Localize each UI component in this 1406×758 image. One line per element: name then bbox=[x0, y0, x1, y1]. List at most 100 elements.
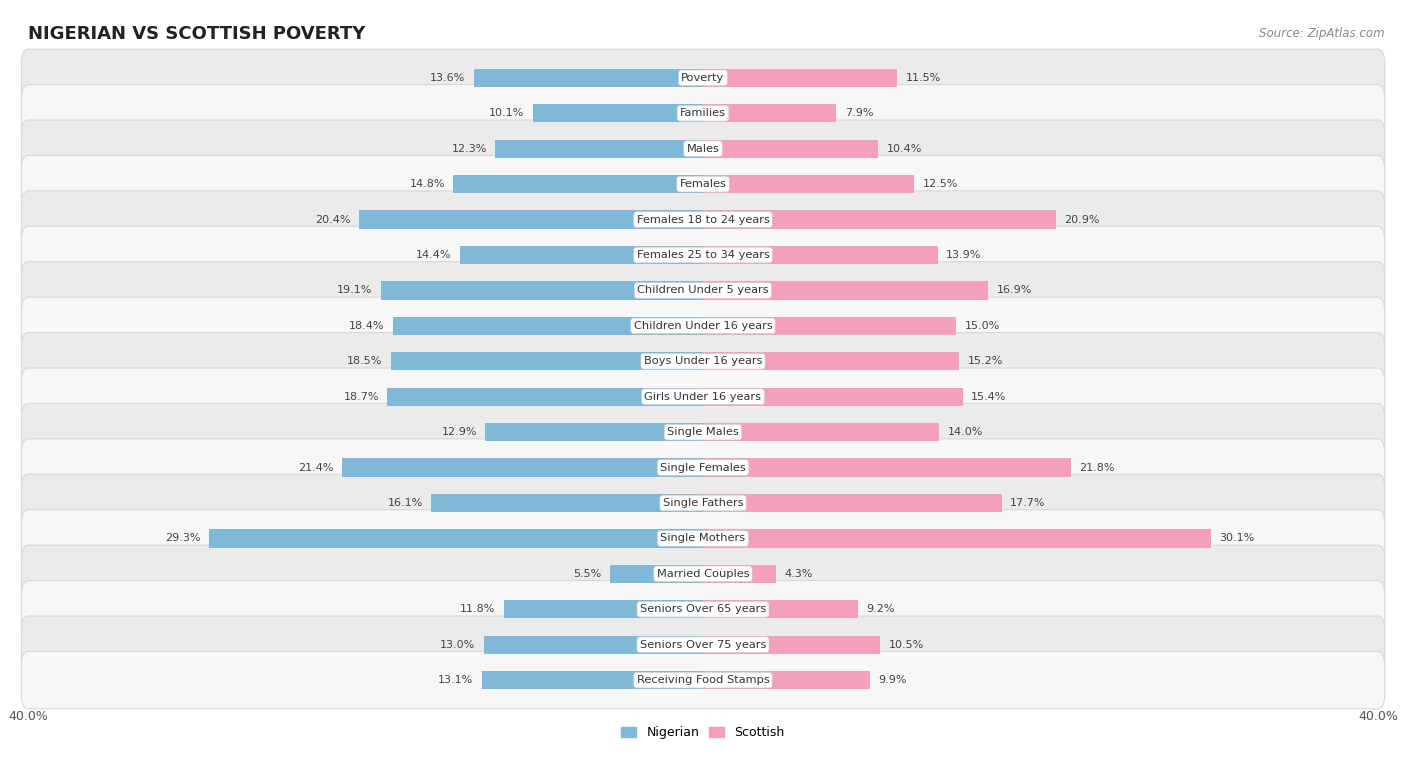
FancyBboxPatch shape bbox=[21, 439, 1385, 496]
Text: 18.7%: 18.7% bbox=[343, 392, 380, 402]
Text: Females: Females bbox=[679, 179, 727, 190]
Bar bbox=[703, 671, 870, 689]
Text: 21.8%: 21.8% bbox=[1080, 462, 1115, 472]
Bar bbox=[703, 139, 879, 158]
Bar bbox=[703, 459, 1071, 477]
FancyBboxPatch shape bbox=[21, 581, 1385, 638]
FancyBboxPatch shape bbox=[21, 227, 1385, 283]
Bar bbox=[342, 459, 703, 477]
Text: Families: Families bbox=[681, 108, 725, 118]
Text: Receiving Food Stamps: Receiving Food Stamps bbox=[637, 675, 769, 685]
Text: 12.5%: 12.5% bbox=[922, 179, 957, 190]
Text: Single Males: Single Males bbox=[666, 428, 740, 437]
Text: 30.1%: 30.1% bbox=[1219, 534, 1254, 543]
Bar bbox=[460, 246, 703, 265]
Bar bbox=[703, 387, 963, 406]
Bar bbox=[703, 600, 858, 619]
Text: Married Couples: Married Couples bbox=[657, 568, 749, 579]
Text: 15.0%: 15.0% bbox=[965, 321, 1000, 330]
Text: 15.4%: 15.4% bbox=[972, 392, 1007, 402]
Text: 11.8%: 11.8% bbox=[460, 604, 495, 614]
Text: 20.9%: 20.9% bbox=[1064, 215, 1099, 224]
FancyBboxPatch shape bbox=[21, 262, 1385, 319]
Text: 14.8%: 14.8% bbox=[409, 179, 444, 190]
Text: 18.5%: 18.5% bbox=[347, 356, 382, 366]
Text: 10.1%: 10.1% bbox=[489, 108, 524, 118]
Bar bbox=[703, 246, 938, 265]
Bar bbox=[485, 423, 703, 441]
Text: Boys Under 16 years: Boys Under 16 years bbox=[644, 356, 762, 366]
Text: 18.4%: 18.4% bbox=[349, 321, 384, 330]
FancyBboxPatch shape bbox=[21, 475, 1385, 531]
Bar bbox=[703, 317, 956, 335]
Text: Children Under 5 years: Children Under 5 years bbox=[637, 286, 769, 296]
Text: 9.9%: 9.9% bbox=[879, 675, 907, 685]
Bar bbox=[482, 671, 703, 689]
FancyBboxPatch shape bbox=[21, 85, 1385, 142]
Text: Seniors Over 65 years: Seniors Over 65 years bbox=[640, 604, 766, 614]
FancyBboxPatch shape bbox=[21, 155, 1385, 213]
Text: 17.7%: 17.7% bbox=[1010, 498, 1046, 508]
FancyBboxPatch shape bbox=[21, 651, 1385, 709]
Text: 14.4%: 14.4% bbox=[416, 250, 451, 260]
Bar bbox=[208, 529, 703, 547]
Text: 21.4%: 21.4% bbox=[298, 462, 333, 472]
Bar bbox=[703, 104, 837, 123]
Bar bbox=[533, 104, 703, 123]
Text: 12.3%: 12.3% bbox=[451, 144, 486, 154]
Text: 13.6%: 13.6% bbox=[430, 73, 465, 83]
Text: 9.2%: 9.2% bbox=[866, 604, 896, 614]
FancyBboxPatch shape bbox=[21, 120, 1385, 177]
Bar bbox=[453, 175, 703, 193]
FancyBboxPatch shape bbox=[21, 49, 1385, 107]
Text: Males: Males bbox=[686, 144, 720, 154]
Bar bbox=[703, 69, 897, 87]
Legend: Nigerian, Scottish: Nigerian, Scottish bbox=[616, 722, 790, 744]
Bar bbox=[703, 175, 914, 193]
Bar bbox=[703, 493, 1001, 512]
Bar bbox=[703, 565, 776, 583]
Bar bbox=[495, 139, 703, 158]
Text: 12.9%: 12.9% bbox=[441, 428, 477, 437]
Bar bbox=[703, 281, 988, 299]
Bar bbox=[703, 423, 939, 441]
Bar bbox=[392, 317, 703, 335]
Text: 19.1%: 19.1% bbox=[337, 286, 373, 296]
Text: 5.5%: 5.5% bbox=[574, 568, 602, 579]
Bar bbox=[703, 635, 880, 654]
FancyBboxPatch shape bbox=[21, 616, 1385, 673]
FancyBboxPatch shape bbox=[21, 333, 1385, 390]
Text: 13.1%: 13.1% bbox=[439, 675, 474, 685]
FancyBboxPatch shape bbox=[21, 368, 1385, 425]
FancyBboxPatch shape bbox=[21, 403, 1385, 461]
Text: Single Fathers: Single Fathers bbox=[662, 498, 744, 508]
Text: 11.5%: 11.5% bbox=[905, 73, 941, 83]
Text: 4.3%: 4.3% bbox=[785, 568, 813, 579]
FancyBboxPatch shape bbox=[21, 545, 1385, 603]
Bar bbox=[703, 211, 1056, 229]
Text: 15.2%: 15.2% bbox=[967, 356, 1004, 366]
FancyBboxPatch shape bbox=[21, 191, 1385, 249]
Bar bbox=[391, 352, 703, 371]
Bar bbox=[610, 565, 703, 583]
Text: Females 25 to 34 years: Females 25 to 34 years bbox=[637, 250, 769, 260]
Text: Females 18 to 24 years: Females 18 to 24 years bbox=[637, 215, 769, 224]
Bar bbox=[381, 281, 703, 299]
Text: 20.4%: 20.4% bbox=[315, 215, 350, 224]
Text: Poverty: Poverty bbox=[682, 73, 724, 83]
Text: Single Mothers: Single Mothers bbox=[661, 534, 745, 543]
Text: 16.1%: 16.1% bbox=[388, 498, 423, 508]
FancyBboxPatch shape bbox=[21, 297, 1385, 355]
Text: 10.4%: 10.4% bbox=[887, 144, 922, 154]
Text: 7.9%: 7.9% bbox=[845, 108, 873, 118]
Text: 16.9%: 16.9% bbox=[997, 286, 1032, 296]
Text: Source: ZipAtlas.com: Source: ZipAtlas.com bbox=[1260, 27, 1385, 39]
Text: 13.0%: 13.0% bbox=[440, 640, 475, 650]
Bar bbox=[703, 529, 1211, 547]
Text: 14.0%: 14.0% bbox=[948, 428, 983, 437]
Bar bbox=[703, 352, 959, 371]
Bar bbox=[432, 493, 703, 512]
Bar bbox=[388, 387, 703, 406]
Text: 10.5%: 10.5% bbox=[889, 640, 924, 650]
FancyBboxPatch shape bbox=[21, 509, 1385, 567]
